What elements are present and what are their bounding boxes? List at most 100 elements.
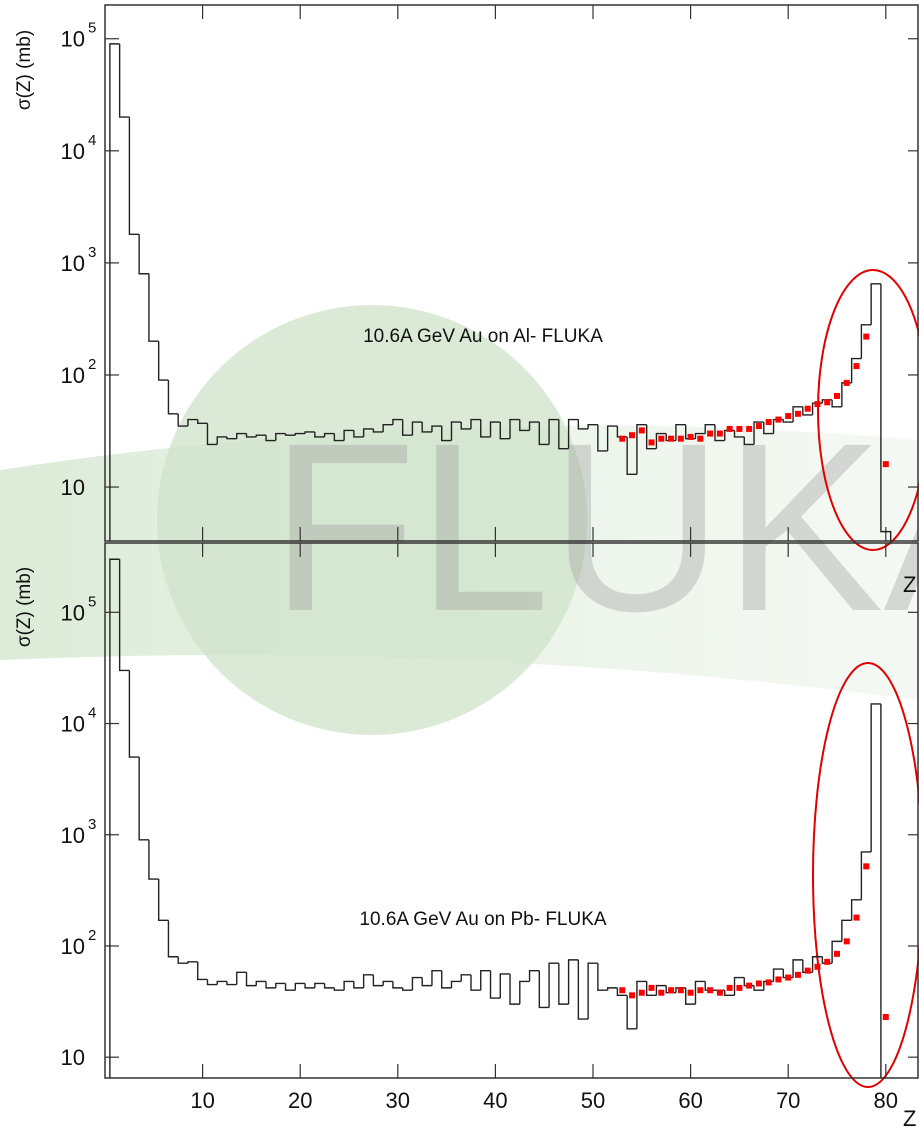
histogram-bin — [626, 995, 637, 1030]
histogram-bin — [411, 421, 423, 436]
histogram-bin — [216, 980, 227, 985]
histogram-bin — [411, 976, 423, 991]
data-point — [677, 987, 684, 994]
histogram-bin — [167, 380, 179, 415]
data-point — [814, 963, 821, 970]
histogram-bin — [362, 428, 374, 437]
histogram-bin — [685, 987, 696, 1005]
histogram-bin — [480, 419, 491, 438]
histogram-bin — [362, 974, 374, 988]
histogram-bin — [333, 987, 345, 991]
histogram-bin — [850, 357, 862, 383]
histogram-bin — [753, 421, 764, 445]
histogram-bin — [138, 234, 149, 275]
x-tick-label: 50 — [581, 1088, 605, 1113]
y-tick-exponent: 3 — [88, 244, 96, 261]
histogram-bin — [460, 422, 471, 430]
histogram — [109, 558, 889, 1078]
data-point — [716, 989, 723, 996]
data-point — [746, 425, 753, 432]
data-point — [697, 987, 704, 994]
data-point — [619, 987, 626, 994]
data-point — [726, 425, 733, 432]
histogram-bin — [850, 899, 862, 921]
histogram-bin — [323, 432, 335, 437]
histogram-bin — [353, 430, 364, 438]
histogram-bin — [694, 980, 706, 1005]
data-point — [648, 984, 655, 991]
data-point — [726, 984, 733, 991]
histogram-bin — [704, 423, 715, 434]
histogram-bin — [587, 962, 598, 1020]
histogram-bin — [655, 984, 667, 996]
histogram-bin — [870, 703, 881, 852]
data-point — [668, 987, 675, 994]
data-point — [736, 984, 743, 991]
data-point — [629, 432, 636, 439]
y-tick-label: 10 — [61, 475, 85, 500]
histogram-bin — [314, 431, 325, 438]
histogram-bin — [284, 983, 296, 991]
highlight-ellipse — [817, 269, 919, 551]
histogram-bin — [811, 956, 823, 973]
histogram-bin — [616, 987, 628, 997]
histogram-bin — [441, 970, 452, 989]
y-tick-exponent: 4 — [88, 132, 96, 149]
data-point — [697, 435, 704, 442]
histogram-bin — [275, 432, 286, 441]
y-tick-label: 10 — [61, 712, 85, 737]
data-point — [833, 950, 840, 957]
x-tick-label: 60 — [678, 1088, 702, 1113]
y-axis-label: σ(Z) (mb) — [14, 30, 35, 110]
histogram-bin — [255, 434, 267, 437]
histogram-bin — [372, 974, 384, 987]
histogram-bin — [577, 419, 589, 430]
histogram-bin — [236, 971, 247, 985]
histogram-bin — [382, 423, 393, 432]
data-point — [843, 938, 850, 945]
data-point — [863, 863, 870, 870]
histogram-bin — [548, 962, 559, 1008]
histogram-bin — [597, 963, 608, 991]
histogram-bin — [392, 418, 403, 425]
histogram-bin — [558, 419, 569, 450]
histogram-bin — [148, 273, 159, 342]
histogram-bin — [528, 969, 540, 982]
data-point — [853, 363, 860, 370]
histogram-bin — [255, 980, 267, 986]
histogram-bin — [265, 981, 276, 989]
data-point — [843, 379, 850, 386]
histogram-bin — [236, 432, 247, 439]
histogram-bin — [470, 418, 481, 429]
histogram-bin — [177, 956, 188, 964]
histogram-bin — [636, 423, 647, 475]
histogram-bin — [245, 433, 257, 438]
histogram-bin — [226, 436, 237, 440]
histogram-bin — [831, 399, 842, 408]
histogram-bin — [392, 981, 403, 989]
histogram-bin — [870, 283, 881, 325]
annotation: 10.6A GeV Au on Pb- FLUKA — [359, 909, 606, 930]
highlight-ellipse — [812, 662, 919, 1088]
data-point — [853, 914, 860, 921]
histogram-bin — [226, 981, 237, 986]
histogram-bin — [128, 670, 140, 758]
histogram-bin — [323, 983, 335, 989]
y-tick-exponent: 4 — [88, 705, 96, 722]
watermark-circle — [157, 305, 587, 735]
histogram-bin — [206, 423, 218, 446]
x-tick-label: 30 — [386, 1088, 410, 1113]
x-axis-label: Z — [903, 572, 916, 597]
histogram-bin — [792, 406, 803, 423]
histogram-bin — [431, 425, 442, 432]
histogram-bin — [636, 980, 647, 1029]
data-point — [814, 401, 821, 408]
histogram-bin — [802, 406, 813, 416]
histogram-bin — [128, 117, 140, 235]
histogram-bin — [294, 432, 306, 436]
histogram-bin — [441, 426, 452, 442]
data-point — [794, 971, 801, 978]
data-point — [687, 433, 694, 440]
histogram-bin — [431, 969, 442, 986]
